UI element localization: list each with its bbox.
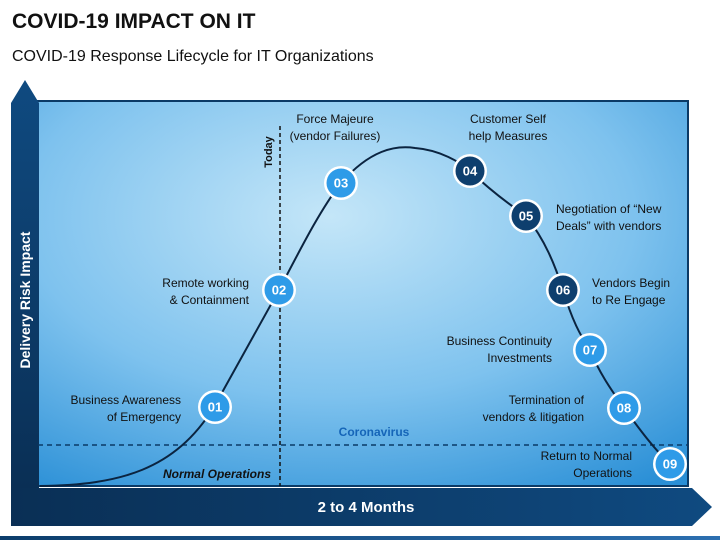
step-08: 08 Termination of vendors & litigation [483, 391, 641, 425]
step-label-line: to Re Engage [592, 293, 666, 307]
step-node [548, 275, 578, 305]
step-number: 08 [617, 401, 631, 416]
step-number: 07 [583, 343, 597, 358]
page-title: COVID-19 IMPACT ON IT [12, 10, 256, 33]
step-label: Business Continuity Investments [447, 334, 552, 365]
step-number: 06 [556, 283, 570, 298]
step-label-line: Customer Self [470, 112, 547, 126]
step-label-line: Force Majeure [296, 112, 374, 126]
step-label-line: Investments [487, 351, 552, 365]
today-label: Today [263, 135, 275, 167]
x-axis-arrow [11, 488, 712, 526]
step-label: Vendors Begin to Re Engage [592, 276, 670, 307]
normal-operations-label: Normal Operations [163, 467, 271, 481]
y-axis-label: Delivery Risk Impact [17, 231, 33, 368]
step-06: 06 Vendors Begin to Re Engage [546, 273, 670, 307]
step-label-line: of Emergency [107, 410, 181, 424]
step-label-line: (vendor Failures) [290, 129, 381, 143]
step-node [326, 168, 356, 198]
steps-layer: 01 Business Awareness of Emergency 02 Remote… [70, 112, 687, 481]
step-label: Termination of vendors & litigation [483, 393, 585, 424]
step-04: 04 Customer Self help Measures [453, 112, 547, 188]
y-axis-arrow [11, 80, 39, 488]
step-label-line: Remote working [162, 276, 249, 290]
step-label-line: Return to Normal [541, 449, 632, 463]
step-label-line: & Containment [170, 293, 250, 307]
page-subtitle: COVID-19 Response Lifecycle for IT Organ… [12, 48, 374, 65]
step-label-line: vendors & litigation [483, 410, 584, 424]
step-label-line: Termination of [509, 393, 585, 407]
step-label-line: Deals” with vendors [556, 219, 661, 233]
step-label: Negotiation of “New Deals” with vendors [556, 202, 662, 233]
step-node [200, 392, 230, 422]
step-node [264, 275, 294, 305]
step-07: 07 Business Continuity Investments [447, 333, 607, 367]
step-label-line: Vendors Begin [592, 276, 670, 290]
step-node [455, 156, 485, 186]
step-label-line: Business Awareness [70, 393, 181, 407]
step-label: Remote working & Containment [162, 276, 249, 307]
step-number: 02 [272, 283, 286, 298]
step-number: 01 [208, 400, 222, 415]
step-number: 05 [519, 209, 533, 224]
coronavirus-label: Coronavirus [339, 425, 410, 439]
x-axis-label: 2 to 4 Months [318, 499, 415, 516]
step-number: 04 [463, 164, 478, 179]
step-01: 01 Business Awareness of Emergency [70, 390, 232, 424]
step-09: 09 Return to Normal Operations [541, 447, 687, 481]
step-label-line: Operations [573, 466, 632, 480]
bottom-accent-bar [0, 536, 720, 540]
step-number: 09 [663, 457, 677, 472]
step-node [609, 393, 639, 423]
step-02: 02 Remote working & Containment [162, 273, 296, 307]
step-05: 05 Negotiation of “New Deals” with vendors [509, 199, 662, 233]
step-label: Customer Self help Measures [469, 112, 548, 143]
step-node [655, 449, 685, 479]
step-03: 03 Force Majeure (vendor Failures) [290, 112, 381, 200]
step-label-line: help Measures [469, 129, 548, 143]
step-number: 03 [334, 176, 348, 191]
step-label: Return to Normal Operations [541, 449, 632, 480]
step-label-line: Negotiation of “New [556, 202, 662, 216]
step-label-line: Business Continuity [447, 334, 552, 348]
step-node [511, 201, 541, 231]
step-node [575, 335, 605, 365]
step-label: Force Majeure (vendor Failures) [290, 112, 381, 143]
step-label: Business Awareness of Emergency [70, 393, 181, 424]
